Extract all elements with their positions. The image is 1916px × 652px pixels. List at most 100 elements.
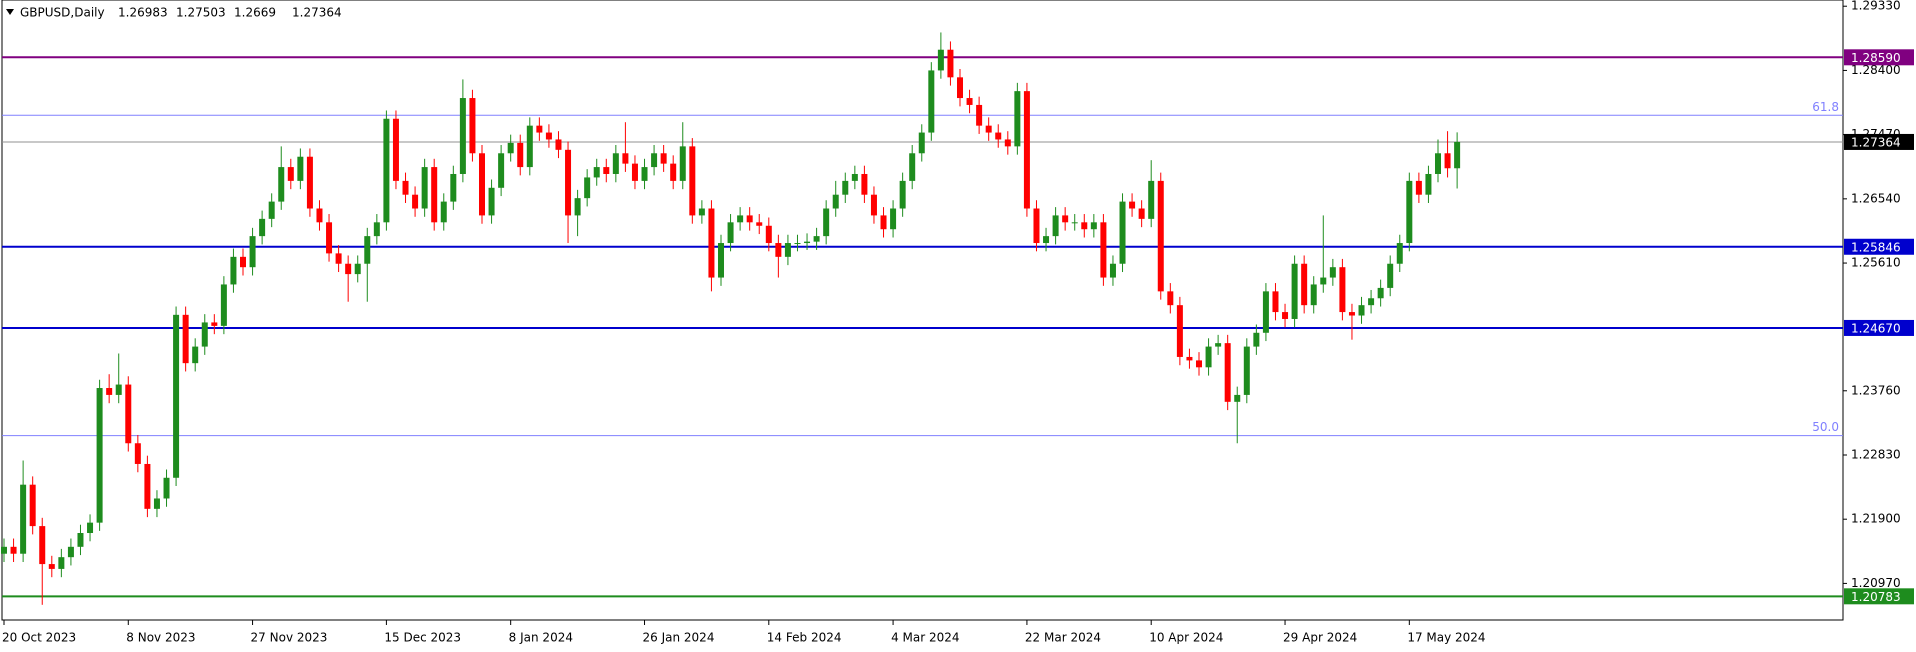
- candle-body: [1205, 346, 1212, 368]
- fib-label: 50.0: [1812, 420, 1839, 434]
- candle-body: [1282, 312, 1289, 319]
- candle-body: [1253, 332, 1260, 347]
- candle-body: [622, 153, 629, 164]
- candle-body: [861, 173, 868, 195]
- candle-body: [1406, 180, 1413, 244]
- candle-body: [928, 70, 935, 133]
- header-close: 1.27364: [292, 6, 342, 20]
- x-tick-label: 4 Mar 2024: [891, 631, 959, 645]
- y-tick-label: 1.26540: [1851, 191, 1901, 205]
- candle-body: [641, 167, 648, 181]
- candle-body: [870, 194, 877, 216]
- candle-body: [354, 263, 361, 275]
- candle-body: [985, 125, 992, 133]
- level-label: 1.25846: [1851, 240, 1901, 254]
- candle-body: [823, 208, 830, 237]
- fib-label: 61.8: [1812, 100, 1839, 114]
- candle-body: [20, 484, 27, 554]
- candle-body: [517, 142, 524, 168]
- candle-body: [976, 104, 983, 126]
- candle-body: [765, 225, 772, 244]
- x-tick-label: 29 Apr 2024: [1283, 631, 1357, 645]
- candle-body: [832, 194, 839, 209]
- candle-body: [1196, 360, 1202, 368]
- candle-body: [1176, 305, 1183, 357]
- candle-body: [842, 180, 849, 195]
- candle-body: [880, 215, 887, 230]
- candle-body: [1444, 153, 1451, 169]
- candle-body: [526, 125, 533, 168]
- candle-body: [804, 241, 811, 244]
- y-tick-label: 1.22830: [1851, 447, 1901, 461]
- candle-body: [1215, 343, 1222, 347]
- candle-body: [1224, 343, 1231, 402]
- candle-body: [890, 208, 897, 230]
- candle-body: [1339, 267, 1346, 313]
- candle-body: [1272, 291, 1279, 313]
- candle-body: [612, 153, 619, 174]
- candle-body: [1052, 215, 1059, 237]
- x-tick-label: 14 Feb 2024: [767, 631, 842, 645]
- y-tick-label: 1.28400: [1851, 63, 1901, 77]
- candle-body: [1062, 215, 1069, 223]
- candle-body: [784, 243, 791, 257]
- candle-body: [87, 522, 94, 534]
- candle-body: [58, 557, 65, 569]
- candle-body: [651, 153, 658, 168]
- candle-body: [115, 384, 122, 395]
- candle-body: [48, 564, 55, 569]
- candle-body: [1, 546, 7, 554]
- candle-body: [727, 222, 734, 244]
- level-label-bg: [1844, 238, 1914, 255]
- menu-triangle[interactable]: [6, 9, 14, 15]
- price-label-bg: [1844, 133, 1914, 150]
- y-tick-label: 1.20970: [1851, 576, 1901, 590]
- candle-body: [756, 222, 763, 226]
- y-tick-label: 1.23760: [1851, 383, 1901, 397]
- candle-body: [1368, 298, 1375, 306]
- candle-body: [1186, 356, 1193, 361]
- price-label: 1.27364: [1851, 135, 1901, 149]
- header-open: 1.26983: [118, 6, 168, 20]
- candle-body: [995, 132, 1002, 140]
- candle-body: [316, 208, 323, 223]
- candle-body: [67, 546, 74, 558]
- candle-body: [469, 98, 476, 154]
- candle-body: [1301, 263, 1308, 306]
- candle-body: [631, 163, 638, 181]
- x-tick-label: 20 Oct 2023: [2, 631, 76, 645]
- candle-body: [182, 314, 189, 364]
- candle-body: [125, 384, 132, 444]
- candle-body: [584, 177, 591, 199]
- candle-body: [1415, 180, 1422, 195]
- candle-body: [173, 314, 180, 478]
- candle-body: [1071, 222, 1078, 224]
- candle-body: [545, 132, 552, 140]
- candle-body: [507, 142, 514, 154]
- candle-body: [1425, 173, 1432, 195]
- candle-body: [278, 167, 285, 202]
- candle-body: [746, 215, 753, 223]
- candle-body: [431, 167, 438, 223]
- candle-body: [1109, 263, 1116, 278]
- symbol-label: GBPUSD,Daily: [20, 6, 105, 20]
- candle-body: [326, 222, 333, 254]
- candle-body: [364, 236, 371, 264]
- candle-body: [679, 146, 686, 181]
- candle-body: [1234, 394, 1241, 402]
- candle-body: [689, 146, 696, 216]
- candle-body: [1033, 208, 1040, 244]
- candle-body: [718, 243, 724, 278]
- y-tick-label: 1.29330: [1851, 0, 1901, 13]
- candle-body: [708, 208, 715, 278]
- y-tick-label: 1.21900: [1851, 512, 1901, 526]
- candle-body: [1081, 222, 1088, 230]
- candle-body: [574, 198, 581, 216]
- candle-body: [96, 388, 103, 523]
- x-tick-label: 8 Jan 2024: [509, 631, 573, 645]
- x-tick-label: 10 Apr 2024: [1149, 631, 1223, 645]
- candle-body: [345, 263, 352, 275]
- x-tick-label: 17 May 2024: [1407, 631, 1485, 645]
- candle-body: [201, 322, 208, 347]
